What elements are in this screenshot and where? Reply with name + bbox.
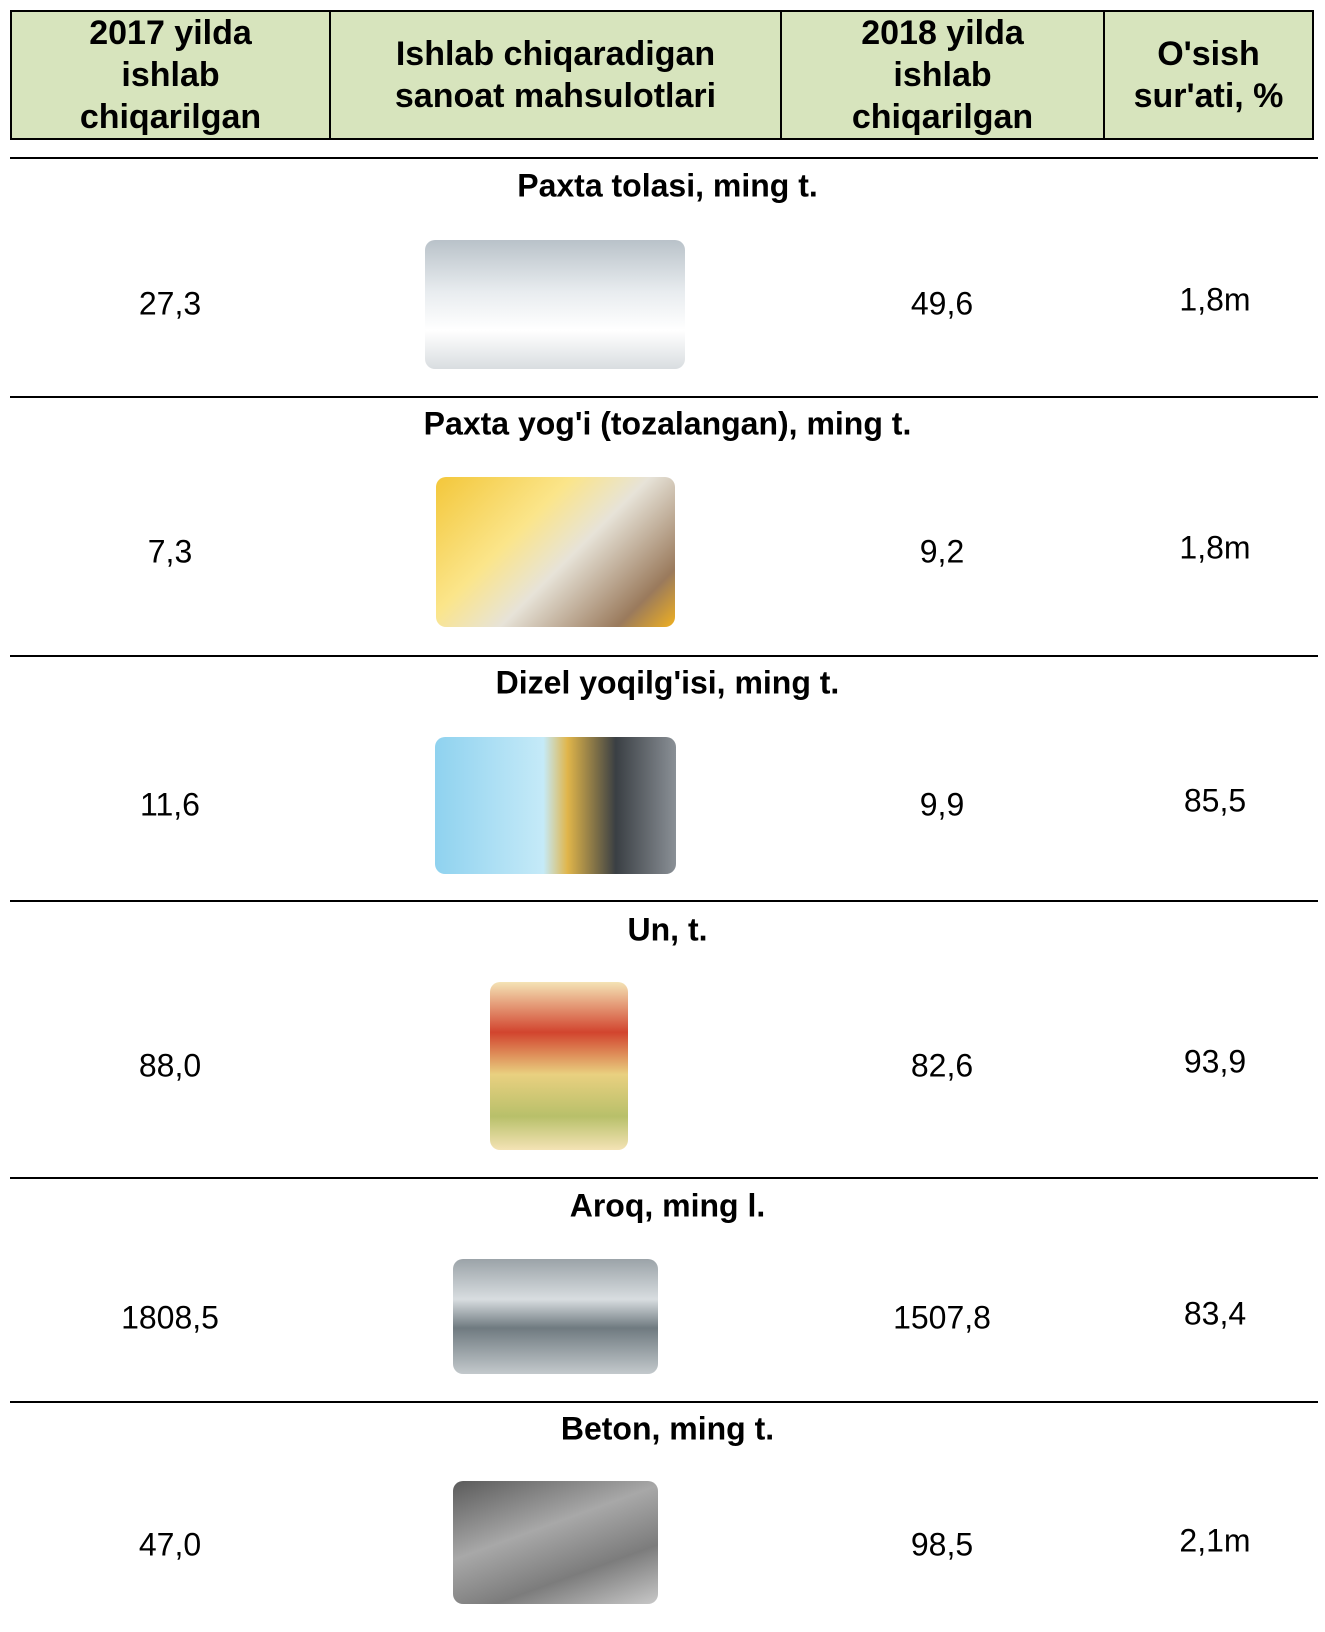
growth-rate: 1,8m <box>1179 281 1251 318</box>
row-title: Un, t. <box>627 911 708 948</box>
value-2018: 9,9 <box>919 786 965 823</box>
value-2018: 1507,8 <box>893 1299 991 1336</box>
row-separator <box>10 655 1318 657</box>
growth-rate: 93,9 <box>1183 1043 1247 1080</box>
value-2017: 88,0 <box>138 1047 202 1084</box>
table-header: 2017 yilda ishlab chiqarilgan Ishlab chi… <box>10 10 1314 140</box>
value-2017: 27,3 <box>138 285 202 322</box>
value-2017: 11,6 <box>140 786 200 823</box>
product-image <box>435 737 676 874</box>
value-2018: 82,6 <box>910 1047 974 1084</box>
row-separator <box>10 1177 1318 1179</box>
value-2018: 98,5 <box>910 1526 974 1563</box>
product-image <box>436 477 675 627</box>
value-2017: 1808,5 <box>121 1299 219 1336</box>
value-2018: 49,6 <box>910 285 974 322</box>
growth-rate: 1,8m <box>1179 529 1251 566</box>
row-separator <box>10 1401 1318 1403</box>
header-cell: 2018 yilda ishlab chiqarilgan <box>782 12 1105 138</box>
row-separator <box>10 157 1318 159</box>
growth-rate: 2,1m <box>1179 1522 1251 1559</box>
row-separator <box>10 396 1318 398</box>
product-image <box>490 982 628 1150</box>
growth-rate: 83,4 <box>1183 1295 1247 1332</box>
row-separator <box>10 900 1318 902</box>
product-image <box>453 1259 658 1374</box>
header-cell: O'sish sur'ati, % <box>1133 35 1284 115</box>
row-title: Beton, ming t. <box>560 1410 775 1447</box>
value-2017: 7,3 <box>147 533 193 570</box>
header-cell: Ishlab chiqaradigan sanoat mahsulotlari <box>331 12 782 138</box>
row-title: Aroq, ming l. <box>569 1187 766 1224</box>
product-image <box>453 1481 658 1604</box>
row-title: Dizel yoqilg'isi, ming t. <box>495 664 840 701</box>
header-cell: 2017 yilda ishlab chiqarilgan <box>12 12 331 138</box>
growth-rate: 85,5 <box>1183 782 1247 819</box>
row-title: Paxta tolasi, ming t. <box>517 167 818 204</box>
value-2017: 47,0 <box>138 1526 202 1563</box>
value-2018: 9,2 <box>919 533 965 570</box>
row-title: Paxta yog'i (tozalangan), ming t. <box>423 405 912 442</box>
product-image <box>425 240 685 369</box>
